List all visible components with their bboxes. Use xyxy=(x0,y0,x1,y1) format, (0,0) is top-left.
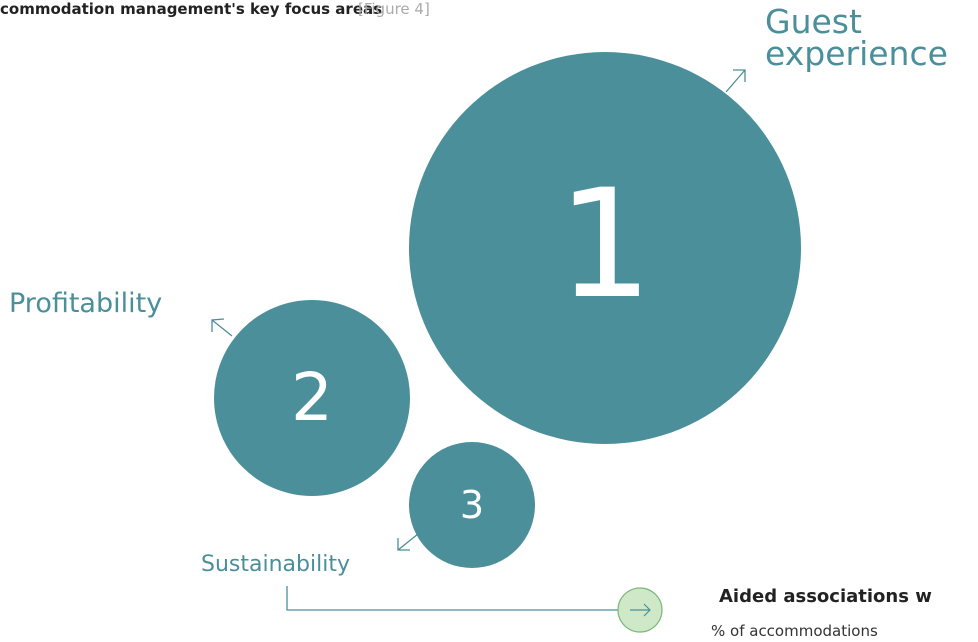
next-subtitle: % of accommodations xyxy=(711,622,878,640)
next-arrow xyxy=(630,603,651,617)
next-title: Aided associations w xyxy=(719,586,932,607)
circle-2 xyxy=(214,300,410,496)
circle-3 xyxy=(409,442,535,568)
arrows xyxy=(211,69,746,611)
rank-3: 3 xyxy=(459,483,485,527)
label-1: Guest experience xyxy=(765,2,948,73)
rank-2: 2 xyxy=(291,359,333,436)
label-3: Sustainability xyxy=(201,552,350,577)
title: commodation management's key focus areas xyxy=(0,0,383,18)
arrow-3 xyxy=(397,533,419,551)
figure-ref: [Figure 4] xyxy=(358,0,430,18)
label-2: Profitability xyxy=(9,288,163,319)
arrow-2 xyxy=(211,318,233,337)
connector xyxy=(286,586,618,611)
rank-1: 1 xyxy=(557,158,653,332)
circle-1 xyxy=(409,52,801,444)
arrow-1 xyxy=(725,69,746,93)
